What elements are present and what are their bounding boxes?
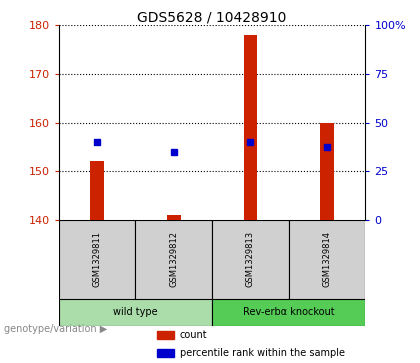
Bar <box>157 348 174 357</box>
Bar <box>59 220 135 299</box>
Bar <box>157 331 174 339</box>
Bar <box>90 162 104 220</box>
Text: Rev-erbα knockout: Rev-erbα knockout <box>243 307 335 317</box>
Bar <box>289 220 365 299</box>
Bar <box>320 123 334 220</box>
Bar <box>167 215 181 220</box>
Bar <box>244 35 257 220</box>
Bar <box>212 299 365 326</box>
Text: GSM1329812: GSM1329812 <box>169 231 178 287</box>
Text: percentile rank within the sample: percentile rank within the sample <box>180 348 345 358</box>
Text: count: count <box>180 330 207 340</box>
Title: GDS5628 / 10428910: GDS5628 / 10428910 <box>137 10 287 24</box>
Text: GSM1329813: GSM1329813 <box>246 231 255 287</box>
Bar <box>212 220 289 299</box>
Text: GSM1329811: GSM1329811 <box>93 231 102 287</box>
Bar <box>59 299 212 326</box>
Text: genotype/variation ▶: genotype/variation ▶ <box>4 323 108 334</box>
Text: wild type: wild type <box>113 307 158 317</box>
Bar <box>135 220 212 299</box>
Text: GSM1329814: GSM1329814 <box>323 231 331 287</box>
